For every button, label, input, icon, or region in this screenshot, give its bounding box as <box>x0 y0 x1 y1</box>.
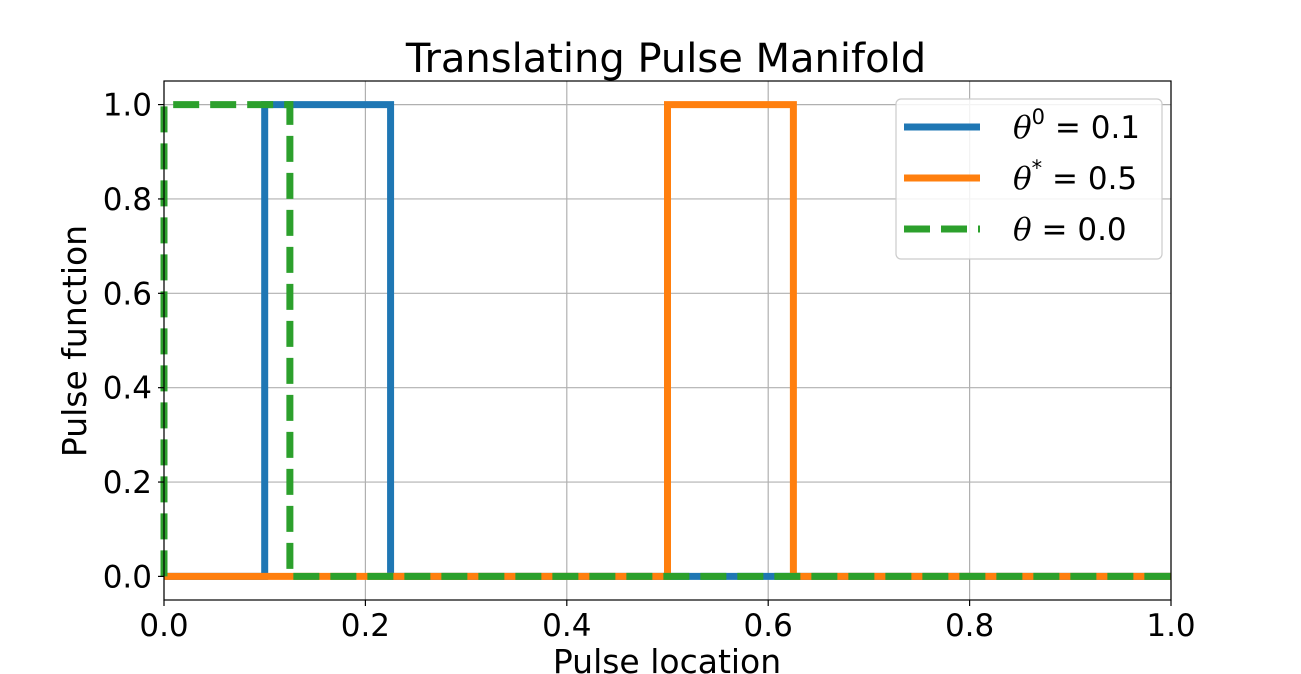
legend-equals: = <box>1032 212 1078 248</box>
x-tick-label: 0.6 <box>744 608 793 644</box>
y-axis-label: Pulse function <box>55 225 94 457</box>
legend-equals: = <box>1042 161 1088 197</box>
y-tick-label: 0.8 <box>103 182 152 218</box>
legend-superscript: * <box>1032 156 1043 180</box>
legend-value: 0.5 <box>1088 161 1137 197</box>
x-axis-label: Pulse location <box>553 642 781 674</box>
x-tick-label: 0.8 <box>945 608 994 644</box>
x-tick-label: 0.2 <box>341 608 390 644</box>
legend-symbol: θ <box>1013 110 1032 146</box>
y-tick-label: 0.4 <box>103 371 152 407</box>
legend-box <box>895 98 1163 260</box>
legend-symbol: θ <box>1013 212 1032 248</box>
x-tick-label: 1.0 <box>1146 608 1195 644</box>
legend-symbol: θ <box>1013 161 1032 197</box>
legend-superscript: 0 <box>1032 105 1045 129</box>
plot-frame <box>163 80 1172 601</box>
x-tick-label: 0.0 <box>139 608 188 644</box>
legend-label-2: θ = 0.0 <box>1013 212 1127 248</box>
legend: θ0 = 0.1θ* = 0.5θ = 0.0 <box>895 98 1163 260</box>
axis-ticks: 0.0 0.2 0.4 0.6 0.8 1.0 0.0 0.2 0.4 0.6 0.8 1.0 <box>103 88 1196 644</box>
chart-title: Translating Pulse Manifold <box>405 36 926 82</box>
legend-label-1: θ* = 0.5 <box>1013 156 1137 197</box>
legend-equals: = <box>1045 110 1091 146</box>
legend-value: 0.1 <box>1091 110 1140 146</box>
legend-value: 0.0 <box>1077 212 1126 248</box>
legend-label-0: θ0 = 0.1 <box>1013 105 1140 146</box>
y-tick-label: 0.6 <box>103 276 152 312</box>
y-tick-label: 1.0 <box>103 88 152 124</box>
y-tick-label: 0.2 <box>103 465 152 501</box>
x-tick-label: 0.4 <box>542 608 591 644</box>
y-tick-label: 0.0 <box>103 559 152 595</box>
